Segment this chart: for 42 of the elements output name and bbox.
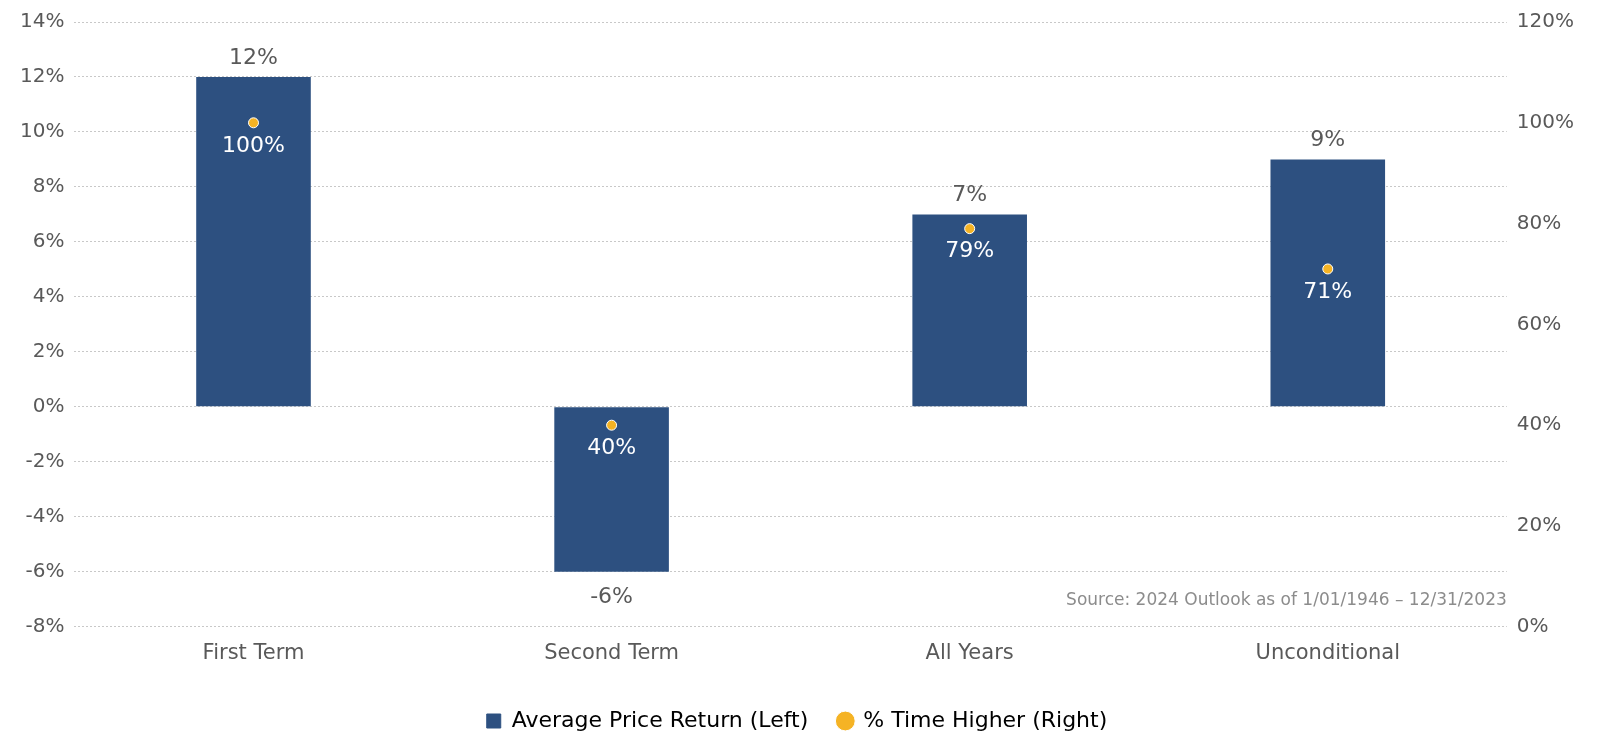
y2-tick-label: 80% bbox=[1516, 209, 1562, 234]
y-tick-label: 8% bbox=[32, 173, 65, 198]
annotation: Source: 2024 Outlook as of 1/01/1946 – 12/31/2023 bbox=[1066, 588, 1507, 609]
data-label: 7% bbox=[952, 181, 988, 207]
data-label: 9% bbox=[1310, 126, 1346, 152]
y-tick-label: 6% bbox=[32, 228, 65, 253]
bar bbox=[196, 76, 311, 407]
point bbox=[1322, 263, 1334, 275]
y2-tick-label: 60% bbox=[1516, 310, 1562, 335]
y-tick-label: 12% bbox=[20, 63, 65, 88]
y-tick-label: -6% bbox=[25, 558, 65, 583]
y-tick-label: 14% bbox=[20, 8, 65, 33]
y-tick-label: -8% bbox=[25, 613, 65, 637]
y-tick-label: 2% bbox=[32, 338, 65, 363]
data-label: 40% bbox=[587, 433, 637, 459]
y-tick-label: 10% bbox=[20, 118, 65, 143]
y-tick-label: 4% bbox=[32, 283, 65, 308]
y2-tick-label: 120% bbox=[1516, 8, 1575, 33]
y2-tick-label: 0% bbox=[1516, 613, 1549, 637]
data-label: 79% bbox=[945, 237, 995, 263]
x-tick-label: Second Term bbox=[544, 639, 680, 664]
legend-label: Average Price Return (Left) bbox=[511, 706, 809, 732]
y2-tick-label: 20% bbox=[1516, 512, 1562, 537]
data-label: 12% bbox=[229, 43, 278, 69]
data-label: 100% bbox=[222, 131, 285, 157]
y2-tick-label: 40% bbox=[1516, 411, 1562, 436]
y-tick-label: -4% bbox=[25, 503, 65, 528]
y-tick-label: 0% bbox=[32, 393, 65, 418]
data-label: 71% bbox=[1303, 277, 1353, 303]
point bbox=[964, 223, 976, 235]
x-tick-label: First Term bbox=[202, 639, 305, 664]
data-label: -6% bbox=[590, 582, 634, 608]
y-tick-label: -2% bbox=[25, 448, 65, 473]
legend-label: % Time Higher (Right) bbox=[863, 706, 1108, 732]
bar bbox=[912, 214, 1027, 407]
point bbox=[606, 419, 618, 431]
bar bbox=[1270, 159, 1386, 407]
y2-tick-label: 100% bbox=[1516, 109, 1575, 133]
x-tick-label: Unconditional bbox=[1255, 639, 1401, 664]
bar bbox=[554, 407, 669, 572]
point bbox=[248, 117, 259, 129]
x-tick-label: All Years bbox=[925, 639, 1014, 664]
